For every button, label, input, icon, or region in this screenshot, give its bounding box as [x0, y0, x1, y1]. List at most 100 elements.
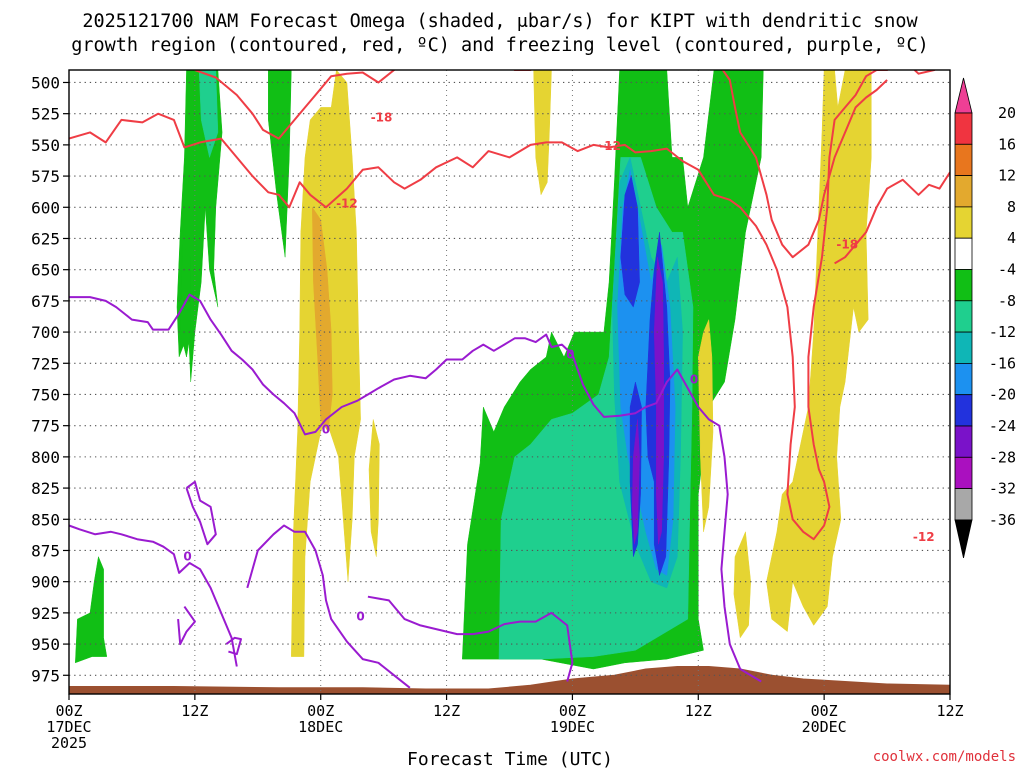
- contour-label-9: 0: [356, 610, 364, 624]
- y-tick-label-900: 900: [31, 573, 60, 592]
- colorbar-label-11: -28: [989, 448, 1016, 466]
- y-tick-label-725: 725: [31, 354, 60, 373]
- colorbar-label-9: -20: [989, 386, 1016, 404]
- colorbar-label-10: -24: [989, 417, 1016, 435]
- omega-region--8-3: [75, 555, 108, 664]
- x-tick-label-0-0: 00Z: [55, 702, 82, 720]
- freezing-level-contours: [69, 293, 762, 689]
- colorbar: 20 16 12 8 4 -4 -8 -12 -16 -20 -24 -28 -32 -36: [954, 77, 1016, 558]
- x-tick-label-48-1: 19DEC: [550, 718, 595, 736]
- colorbar-box-10: [954, 425, 973, 458]
- x-tick-label-0-1: 17DEC: [46, 718, 91, 736]
- freezing-contour-3: [246, 524, 411, 689]
- colorbar-label-12: -32: [989, 480, 1016, 498]
- y-axis: 500 525 550 575 600 625 650 675 700 725 750 775 800 8…: [31, 73, 69, 685]
- x-tick-label-72-1: 20DEC: [802, 718, 847, 736]
- omega-region-8-20: [312, 206, 333, 433]
- colorbar-box-5: [954, 269, 973, 302]
- colorbar-bottom-triangle: [954, 519, 973, 558]
- freezing-contour-5: [225, 636, 242, 656]
- colorbar-label-3: 8: [1007, 198, 1016, 216]
- colorbar-box-2: [954, 175, 973, 208]
- freezing-contour-1: [69, 524, 238, 667]
- contour-label-4: -12: [913, 530, 935, 544]
- colorbar-label-8: -16: [989, 354, 1016, 372]
- terrain-fill: [69, 666, 950, 694]
- dgz-contour-0: [69, 70, 937, 541]
- x-tick-label-24-0: 00Z: [307, 702, 334, 720]
- colorbar-label-6: -8: [998, 292, 1016, 310]
- omega-region-4-18: [766, 70, 872, 633]
- colorbar-box-12: [954, 488, 973, 521]
- colorbar-box-0: [954, 112, 973, 145]
- omega-region--24-9: [620, 175, 640, 308]
- x-axis-label: Forecast Time (UTC): [407, 749, 613, 768]
- x-tick-label-72-0: 00Z: [811, 702, 838, 720]
- contour-label-7: 0: [690, 373, 698, 387]
- omega-region--8-1: [268, 70, 292, 258]
- y-tick-label-850: 850: [31, 510, 60, 529]
- dgz-contour-3: [721, 70, 888, 259]
- omega-region-4-16: [533, 70, 552, 196]
- colorbar-box-6: [954, 300, 973, 333]
- contour-label-3: -18: [836, 238, 858, 252]
- colorbar-label-1: 16: [998, 135, 1016, 153]
- freezing-contour-2: [185, 480, 217, 546]
- contour-label-2: -12: [599, 139, 621, 153]
- omega-region-4-19: [733, 531, 751, 639]
- omega-region--28-13: [631, 419, 640, 545]
- x-tick-label-84-0: 12Z: [936, 702, 963, 720]
- chart-title-line2: growth region (contoured, red, ºC) and f…: [71, 35, 929, 56]
- omega-region-4-17: [698, 319, 714, 532]
- colorbar-label-5: -4: [998, 261, 1016, 279]
- colorbar-box-9: [954, 394, 973, 427]
- omega-region--28-12: [653, 257, 664, 545]
- y-tick-label-750: 750: [31, 385, 60, 404]
- terrain: [69, 666, 950, 694]
- y-tick-label-825: 825: [31, 479, 60, 498]
- contour-label-5: 0: [322, 422, 330, 436]
- plot-frame: [68, 69, 951, 695]
- dgz-contour-4: [834, 171, 950, 265]
- chart-title-line1: 2025121700 NAM Forecast Omega (shaded, μ…: [82, 11, 918, 32]
- y-tick-label-875: 875: [31, 541, 60, 560]
- dendritic-growth-contours: [69, 70, 950, 541]
- colorbar-box-1: [954, 143, 973, 177]
- y-tick-label-975: 975: [31, 666, 60, 685]
- colorbar-box-3: [954, 206, 973, 239]
- y-tick-label-525: 525: [31, 105, 60, 124]
- x-tick-label-12-0: 12Z: [181, 702, 208, 720]
- contour-label-0: -18: [371, 110, 393, 124]
- colorbar-label-7: -12: [989, 323, 1016, 341]
- y-tick-label-700: 700: [31, 323, 60, 342]
- y-tick-label-675: 675: [31, 292, 60, 311]
- contour-label-6: 0: [566, 348, 574, 362]
- colorbar-box-11: [954, 456, 973, 489]
- y-tick-label-950: 950: [31, 635, 60, 654]
- x-tick-label-0-2: 2025: [51, 734, 87, 752]
- y-tick-label-650: 650: [31, 261, 60, 280]
- omega-region-4-15: [368, 419, 380, 557]
- contour-label-8: 0: [183, 550, 191, 564]
- colorbar-label-13: -36: [989, 511, 1016, 529]
- y-tick-label-775: 775: [31, 417, 60, 436]
- x-tick-label-48-0: 00Z: [559, 702, 586, 720]
- contour-labels: -18 -12 -12 -18 -12 0 0 0 0 0: [183, 110, 935, 624]
- y-tick-label-550: 550: [31, 136, 60, 155]
- colorbar-label-2: 12: [998, 167, 1016, 185]
- colorbar-label-4: 4: [1007, 229, 1016, 247]
- omega-region--12-5: [198, 70, 219, 159]
- y-tick-label-575: 575: [31, 167, 60, 186]
- y-tick-label-800: 800: [31, 448, 60, 467]
- x-tick-label-36-0: 12Z: [433, 702, 460, 720]
- credit-text: coolwx.com/models: [873, 749, 1016, 765]
- y-tick-label-500: 500: [31, 73, 60, 92]
- contour-label-1: -12: [336, 197, 358, 211]
- y-tick-label-600: 600: [31, 198, 60, 217]
- dgz-contour-1: [194, 70, 396, 140]
- freezing-contour-6: [367, 595, 574, 682]
- freezing-contour-4: [177, 606, 196, 646]
- colorbar-label-0: 20: [998, 104, 1016, 122]
